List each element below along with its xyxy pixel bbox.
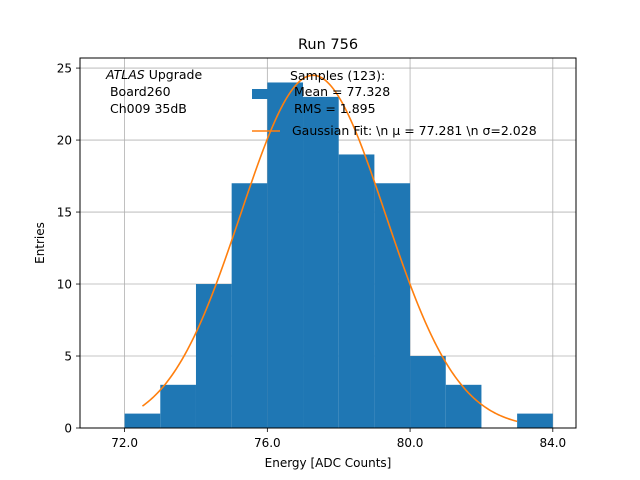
legend-samples-title: Samples (123): [290, 68, 385, 83]
histogram-bar [338, 154, 375, 428]
svg-text:ATLAS Upgrade: ATLAS Upgrade [105, 67, 202, 82]
histogram-bar [410, 356, 446, 428]
histogram-bar [445, 384, 482, 428]
y-tick-label: 5 [64, 350, 72, 364]
plot-frame [79, 57, 577, 429]
y-axis-ticks: 0 5 10 15 20 25 [57, 62, 80, 436]
legend-fit-text: Gaussian Fit: \n μ = 77.281 \n σ=2.028 [292, 123, 537, 138]
y-axis-label: Entries [33, 222, 47, 264]
legend-histogram-swatch [252, 89, 280, 99]
y-tick-label: 10 [57, 278, 72, 292]
atlas-annotation: ATLAS Upgrade Board260 Ch009 35dB [105, 67, 202, 116]
y-tick-label: 20 [57, 134, 72, 148]
atlas-suffix: Upgrade [145, 67, 203, 82]
atlas-label: ATLAS [105, 67, 145, 82]
board-label: Board260 [106, 84, 171, 99]
y-tick-label: 25 [57, 62, 72, 76]
histogram-bar [517, 413, 553, 428]
histogram-bar [160, 384, 196, 428]
legend: Samples (123): Mean = 77.328 RMS = 1.895… [252, 68, 537, 138]
x-axis-label: Energy [ADC Counts] [265, 456, 392, 470]
histogram-bar [374, 183, 411, 428]
histogram-bar [267, 82, 304, 429]
histogram-bar [124, 413, 161, 428]
chart-title: Run 756 [298, 37, 358, 53]
histogram-bar [231, 183, 268, 428]
x-axis-ticks: 72.0 76.0 80.0 84.0 [111, 428, 566, 450]
channel-label: Ch009 35dB [106, 101, 187, 116]
legend-mean: Mean = 77.328 [290, 84, 390, 99]
gaussian-fit-curve [141, 74, 518, 423]
histogram-bar [195, 284, 232, 428]
histogram-bars [124, 82, 553, 429]
x-tick-label: 80.0 [397, 436, 424, 450]
x-tick-label: 76.0 [254, 436, 281, 450]
histogram-bar [303, 96, 339, 429]
y-tick-label: 0 [64, 422, 72, 436]
y-tick-label: 15 [57, 206, 72, 220]
x-tick-label: 84.0 [539, 436, 566, 450]
legend-rms: RMS = 1.895 [290, 101, 376, 116]
x-tick-label: 72.0 [111, 436, 138, 450]
